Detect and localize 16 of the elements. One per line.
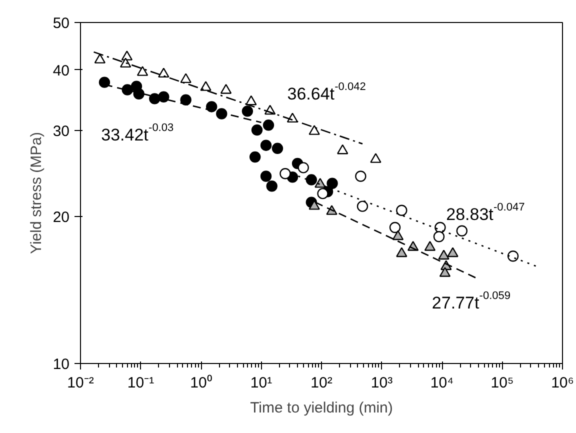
x-tick-label: 10² xyxy=(310,374,332,392)
y-tick-label: 10 xyxy=(52,356,70,373)
y-tick-label: 40 xyxy=(52,62,70,80)
y-tick-label: 50 xyxy=(52,15,70,32)
x-tick-label: 10⁴ xyxy=(430,374,454,392)
x-axis-title: Time to yielding (min) xyxy=(250,400,393,416)
x-tick-label: 10⁶ xyxy=(551,374,574,392)
x-tick-label: 10⁻² xyxy=(67,374,94,392)
x-tick-label: 10⁻¹ xyxy=(127,374,154,392)
x-tick-label: 10⁰ xyxy=(190,374,212,392)
x-tick-label: 10⁵ xyxy=(490,374,514,392)
y-tick-label: 20 xyxy=(52,209,70,226)
y-axis-title: Yield stress (MPa) xyxy=(28,132,45,254)
y-tick-label: 30 xyxy=(52,123,70,140)
x-tick-label: 10¹ xyxy=(250,374,272,392)
x-tick-label: 10³ xyxy=(370,374,393,392)
